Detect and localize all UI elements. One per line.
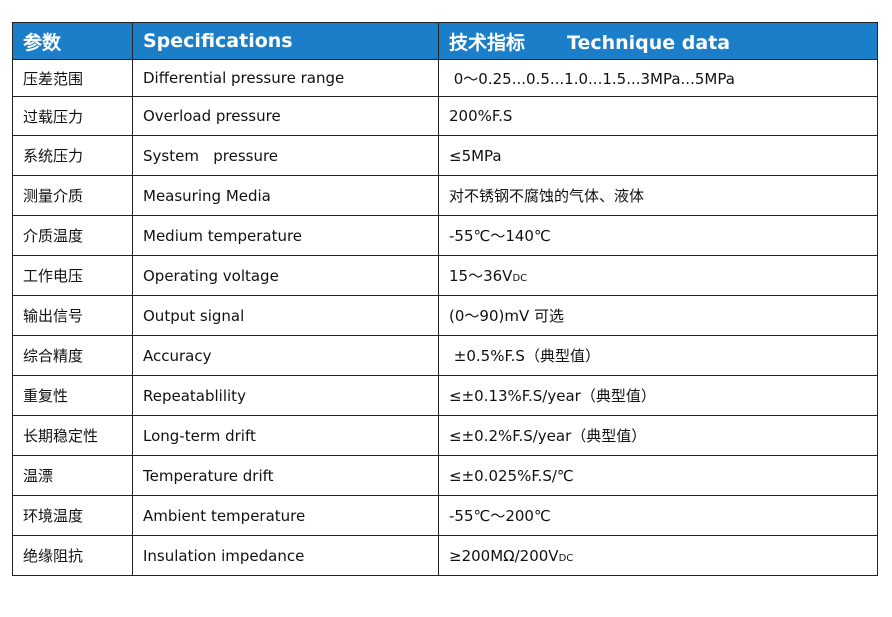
- cell-value: -55℃～200℃: [438, 495, 878, 536]
- cell-en: Operating voltage: [132, 255, 439, 296]
- header-row: 参数 Specifications 技术指标 Technique data: [12, 22, 878, 60]
- table-row: 工作电压 Operating voltage 15～36VDC: [12, 255, 878, 296]
- cell-value: 对不锈钢不腐蚀的气体、液体: [438, 175, 878, 216]
- table-row: 重复性 Repeatablility ≤±0.13%F.S/year（典型值）: [12, 375, 878, 416]
- cell-en: Differential pressure range: [132, 59, 439, 97]
- table-row: 系统压力 System pressure ≤5MPa: [12, 135, 878, 176]
- header-cell: 参数: [12, 22, 133, 60]
- value-text: 0～0.25...0.5...1.0...1.5...3MPa...5MPa: [449, 69, 735, 88]
- value-subscript: DC: [558, 552, 574, 564]
- value-text: ≤±0.2%F.S/year（典型值）: [449, 427, 647, 445]
- cell-cn: 长期稳定性: [12, 415, 133, 456]
- cell-cn: 工作电压: [12, 255, 133, 296]
- value-text: 对不锈钢不腐蚀的气体、液体: [449, 187, 645, 205]
- cell-en: Ambient temperature: [132, 495, 439, 536]
- cell-en: Measuring Media: [132, 175, 439, 216]
- value-subscript: DC: [512, 273, 528, 284]
- cell-value: ≤5MPa: [438, 135, 878, 176]
- cell-en: Insulation impedance: [132, 535, 439, 576]
- value-text: -55℃～140℃: [449, 227, 551, 245]
- cell-value: 15～36VDC: [438, 255, 878, 296]
- cell-cn: 介质温度: [12, 215, 133, 256]
- cell-value: 0～0.25...0.5...1.0...1.5...3MPa...5MPa: [438, 59, 878, 97]
- cell-value: ≥200MΩ/200VDC: [438, 535, 878, 576]
- cell-value: 200%F.S: [438, 96, 878, 136]
- table-row: 输出信号 Output signal (0～90)mV 可选: [12, 295, 878, 336]
- header-text: 技术指标: [449, 31, 526, 54]
- cell-en: Output signal: [132, 295, 439, 336]
- cell-cn: 绝缘阻抗: [12, 535, 133, 576]
- table-row: 介质温度 Medium temperature -55℃～140℃: [12, 215, 878, 256]
- value-text: -55℃～200℃: [449, 507, 551, 525]
- table-row: 绝缘阻抗 Insulation impedance ≥200MΩ/200VDC: [12, 535, 878, 576]
- value-text: ≥200MΩ/200V: [449, 546, 559, 565]
- table-row: 压差范围 Differential pressure range 0～0.25..…: [12, 59, 878, 97]
- table-row: 环境温度 Ambient temperature -55℃～200℃: [12, 495, 878, 536]
- table-row: 长期稳定性 Long-term drift ≤±0.2%F.S/year（典型值）: [12, 415, 878, 456]
- cell-value: ≤±0.2%F.S/year（典型值）: [438, 415, 878, 456]
- cell-cn: 重复性: [12, 375, 133, 416]
- value-text: ≤±0.13%F.S/year（典型值）: [449, 387, 656, 405]
- cell-cn: 环境温度: [12, 495, 133, 536]
- cell-value: (0～90)mV 可选: [438, 295, 878, 336]
- cell-en: Repeatablility: [132, 375, 439, 416]
- cell-en: Overload pressure: [132, 96, 439, 136]
- cell-cn: 输出信号: [12, 295, 133, 336]
- value-text: ≤±0.025%F.S/℃: [449, 466, 574, 485]
- cell-value: -55℃～140℃: [438, 215, 878, 256]
- value-text: 15～36V: [449, 267, 513, 285]
- cell-cn: 系统压力: [12, 135, 133, 176]
- header-text: Technique data: [567, 31, 731, 54]
- table-row: 测量介质 Measuring Media 对不锈钢不腐蚀的气体、液体: [12, 175, 878, 216]
- cell-value: ≤±0.025%F.S/℃: [438, 455, 878, 496]
- value-text: (0～90)mV 可选: [449, 307, 564, 325]
- table-row: 温漂 Temperature drift ≤±0.025%F.S/℃: [12, 455, 878, 496]
- table-row: 综合精度 Accuracy ±0.5%F.S（典型值）: [12, 335, 878, 376]
- header-cell: Specifications: [132, 22, 439, 60]
- cell-en: Accuracy: [132, 335, 439, 376]
- cell-cn: 过载压力: [12, 96, 133, 136]
- value-text: 200%F.S: [449, 107, 513, 125]
- cell-cn: 测量介质: [12, 175, 133, 216]
- cell-cn: 综合精度: [12, 335, 133, 376]
- cell-en: System pressure: [132, 135, 439, 176]
- table-row: 过载压力 Overload pressure 200%F.S: [12, 96, 878, 136]
- cell-value: ≤±0.13%F.S/year（典型值）: [438, 375, 878, 416]
- spec-table: 参数 Specifications 技术指标 Technique data 压差范…: [12, 22, 878, 576]
- header-cell: 技术指标 Technique data: [438, 22, 878, 60]
- cell-en: Temperature drift: [132, 455, 439, 496]
- cell-en: Medium temperature: [132, 215, 439, 256]
- cell-cn: 温漂: [12, 455, 133, 496]
- value-text: ≤5MPa: [449, 146, 502, 165]
- cell-en: Long-term drift: [132, 415, 439, 456]
- cell-value: ±0.5%F.S（典型值）: [438, 335, 878, 376]
- value-text: ±0.5%F.S（典型值）: [449, 347, 600, 365]
- cell-cn: 压差范围: [12, 59, 133, 97]
